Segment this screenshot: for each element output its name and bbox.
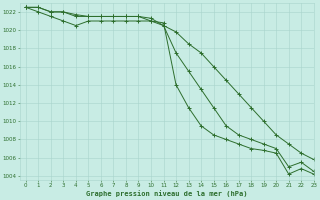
X-axis label: Graphe pression niveau de la mer (hPa): Graphe pression niveau de la mer (hPa) (86, 190, 247, 197)
